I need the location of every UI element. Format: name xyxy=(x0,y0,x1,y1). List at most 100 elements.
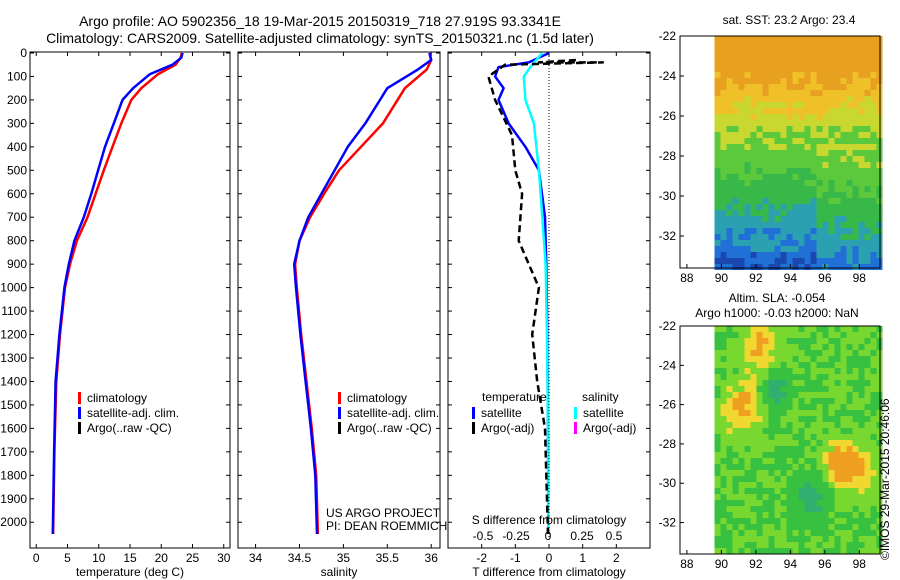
y-tick-label: 1400 xyxy=(0,374,27,388)
map-cell xyxy=(732,440,739,446)
map-cell xyxy=(858,132,865,138)
salinity-tick-label: -0.5 xyxy=(473,529,494,543)
map-cell xyxy=(750,398,757,404)
map-cell xyxy=(810,132,817,138)
map-cell xyxy=(774,222,781,228)
map-cell xyxy=(864,228,871,234)
map-cell xyxy=(858,192,865,198)
map-cell xyxy=(798,126,805,132)
map-cell xyxy=(732,524,739,530)
map-cell xyxy=(840,458,847,464)
map-cell xyxy=(774,542,781,548)
map-cell xyxy=(870,240,877,246)
salinity-tick-label: -0.25 xyxy=(502,529,530,543)
map-cell xyxy=(798,326,805,332)
map-cell xyxy=(762,48,769,54)
map-cell xyxy=(822,144,829,150)
map-cell xyxy=(732,374,739,380)
map-cell xyxy=(726,386,733,392)
map-cell xyxy=(828,138,835,144)
map-cell xyxy=(792,210,799,216)
map-cell xyxy=(852,48,859,54)
map-cell xyxy=(738,96,745,102)
map-cell xyxy=(828,452,835,458)
map-cell xyxy=(780,338,787,344)
map-cell xyxy=(834,156,841,162)
map-cell xyxy=(774,494,781,500)
map-cell xyxy=(846,518,853,524)
map-cell xyxy=(720,440,727,446)
map-cell xyxy=(834,132,841,138)
map-cell xyxy=(810,530,817,536)
map-cell xyxy=(738,102,745,108)
map-cell xyxy=(768,512,775,518)
map-cell xyxy=(786,228,793,234)
map-cell xyxy=(714,380,721,386)
map-cell xyxy=(768,422,775,428)
map-cell xyxy=(786,108,793,114)
map-cell xyxy=(822,78,829,84)
map-cell xyxy=(774,132,781,138)
map-cell xyxy=(870,488,877,494)
map-cell xyxy=(804,398,811,404)
map-cell xyxy=(786,60,793,66)
map-cell xyxy=(846,180,853,186)
map-cell xyxy=(768,72,775,78)
map-cell xyxy=(726,530,733,536)
map-cell xyxy=(738,446,745,452)
map-cell xyxy=(732,518,739,524)
map-cell xyxy=(714,374,721,380)
map-cell xyxy=(870,132,877,138)
map-cell xyxy=(726,488,733,494)
map-cell xyxy=(750,216,757,222)
map-cell xyxy=(714,42,721,48)
map-cell xyxy=(792,114,799,120)
map-cell xyxy=(726,506,733,512)
map-cell xyxy=(744,54,751,60)
map-cell xyxy=(864,542,871,548)
map-cell xyxy=(870,344,877,350)
map-cell xyxy=(714,78,721,84)
map-cell xyxy=(822,500,829,506)
map-cell xyxy=(768,410,775,416)
y-tick-label: 1500 xyxy=(0,398,27,412)
map-cell xyxy=(738,180,745,186)
map-cell xyxy=(774,240,781,246)
map-cell xyxy=(864,344,871,350)
map-cell xyxy=(804,428,811,434)
map-cell xyxy=(864,518,871,524)
map-cell xyxy=(852,210,859,216)
map-cell xyxy=(768,252,775,258)
map-cell xyxy=(834,362,841,368)
map-cell xyxy=(828,150,835,156)
map-cell xyxy=(720,216,727,222)
map-cell xyxy=(726,344,733,350)
map-cell xyxy=(738,458,745,464)
map-cell xyxy=(786,102,793,108)
map-cell xyxy=(756,548,763,554)
map-cell xyxy=(732,368,739,374)
map-cell xyxy=(828,368,835,374)
map-cell xyxy=(816,458,823,464)
map-cell xyxy=(834,482,841,488)
map-cell xyxy=(840,126,847,132)
y-tick-label: 1000 xyxy=(0,281,27,295)
map-cell xyxy=(840,446,847,452)
map-cell xyxy=(834,470,841,476)
map-cell xyxy=(828,96,835,102)
map-cell xyxy=(780,114,787,120)
map-cell xyxy=(864,428,871,434)
map-cell xyxy=(852,120,859,126)
map-cell xyxy=(720,258,727,264)
map-cell xyxy=(744,144,751,150)
map-cell xyxy=(840,536,847,542)
map-cell xyxy=(852,108,859,114)
map-cell xyxy=(732,96,739,102)
series-line-satellite-adj-clim- xyxy=(51,52,184,535)
map-cell xyxy=(792,410,799,416)
map-cell xyxy=(798,42,805,48)
map-cell xyxy=(738,476,745,482)
map-cell xyxy=(768,398,775,404)
map-cell xyxy=(732,144,739,150)
map-cell xyxy=(828,506,835,512)
